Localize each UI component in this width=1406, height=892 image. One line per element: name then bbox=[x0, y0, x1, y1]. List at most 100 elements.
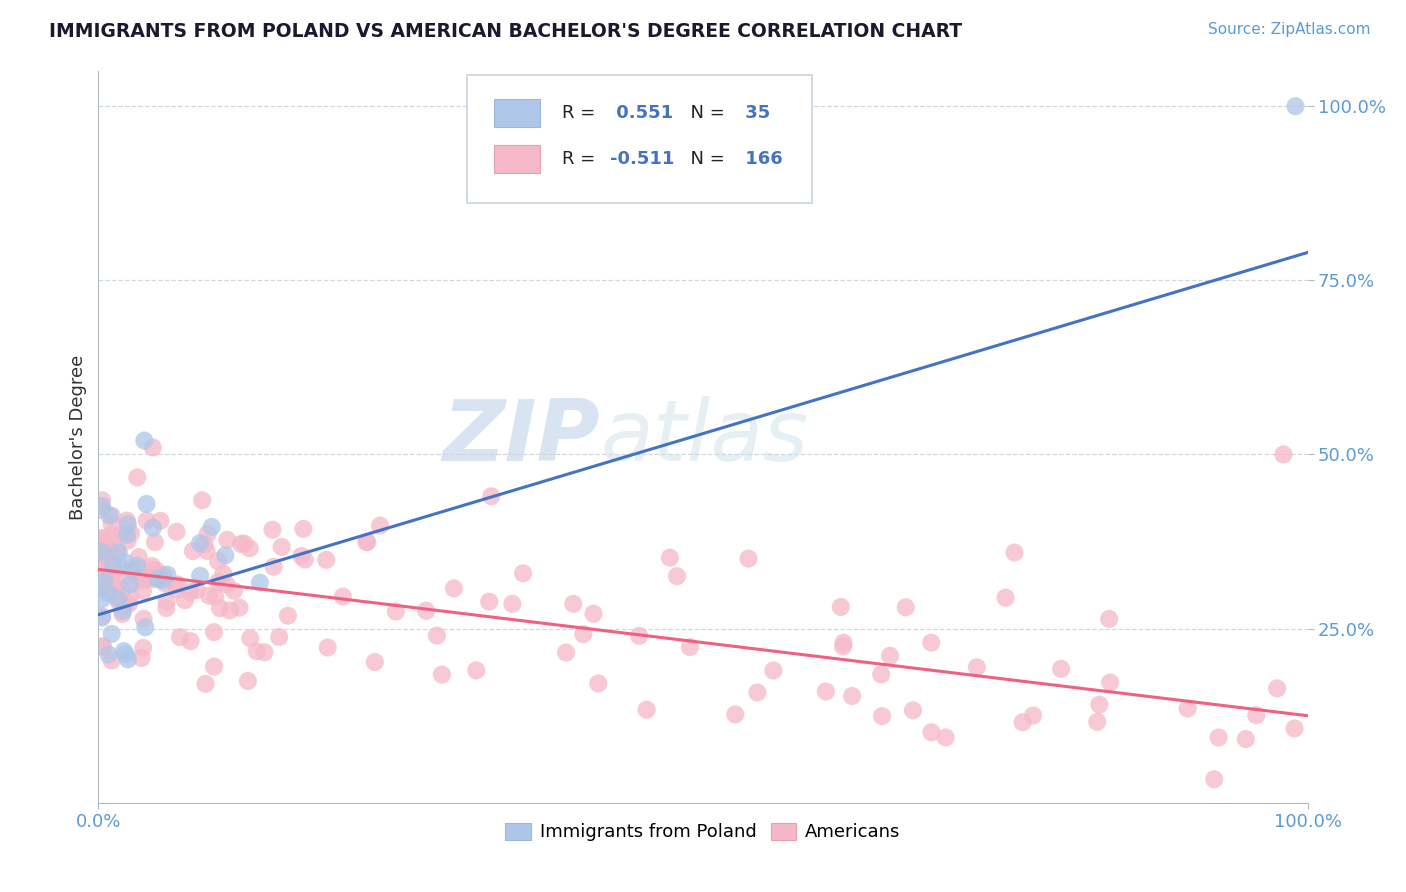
Point bbox=[1246, 708, 1268, 723]
Text: R =: R = bbox=[561, 150, 600, 168]
Point bbox=[239, 632, 262, 646]
Point bbox=[195, 544, 218, 558]
Point bbox=[98, 508, 121, 523]
Point bbox=[228, 600, 250, 615]
Point bbox=[91, 532, 114, 546]
Point bbox=[215, 577, 238, 591]
Point bbox=[724, 707, 747, 722]
Point bbox=[103, 588, 125, 602]
Point bbox=[249, 575, 271, 590]
Point bbox=[193, 537, 215, 551]
Point bbox=[132, 640, 155, 655]
Point bbox=[169, 630, 191, 644]
Point bbox=[100, 627, 122, 641]
Point bbox=[97, 566, 120, 580]
Point bbox=[97, 648, 120, 662]
Point bbox=[201, 520, 224, 534]
Point bbox=[155, 601, 177, 615]
Point bbox=[1004, 545, 1026, 559]
Point bbox=[1099, 675, 1122, 690]
Point bbox=[762, 664, 785, 678]
Point bbox=[208, 601, 231, 615]
Point bbox=[415, 604, 437, 618]
Point bbox=[149, 514, 172, 528]
Point bbox=[870, 667, 893, 681]
Point bbox=[332, 590, 354, 604]
Point bbox=[1234, 731, 1257, 746]
Point bbox=[91, 609, 114, 624]
Legend: Immigrants from Poland, Americans: Immigrants from Poland, Americans bbox=[498, 815, 908, 848]
Point bbox=[152, 567, 174, 582]
Text: Source: ZipAtlas.com: Source: ZipAtlas.com bbox=[1208, 22, 1371, 37]
Point bbox=[1272, 448, 1295, 462]
Point bbox=[111, 527, 134, 541]
Point bbox=[166, 577, 188, 591]
Point bbox=[111, 607, 134, 621]
Point bbox=[135, 497, 157, 511]
Point bbox=[143, 535, 166, 549]
Point bbox=[105, 543, 128, 558]
Point bbox=[214, 549, 236, 563]
Point bbox=[93, 538, 115, 552]
Point bbox=[572, 627, 595, 641]
Text: 0.551: 0.551 bbox=[610, 104, 673, 122]
Point bbox=[1284, 722, 1306, 736]
Point bbox=[555, 646, 578, 660]
Point bbox=[110, 572, 132, 586]
Point bbox=[91, 493, 114, 508]
Point bbox=[115, 647, 138, 661]
Point bbox=[270, 540, 292, 554]
Point bbox=[207, 554, 229, 568]
Point bbox=[737, 551, 759, 566]
Point bbox=[1088, 698, 1111, 712]
Point bbox=[294, 552, 316, 566]
Point bbox=[156, 594, 179, 608]
Point bbox=[100, 654, 122, 668]
Point bbox=[1011, 715, 1033, 730]
Point bbox=[115, 528, 138, 542]
Point bbox=[1208, 731, 1230, 745]
Point bbox=[135, 514, 157, 528]
Point bbox=[165, 582, 187, 597]
Point bbox=[1177, 701, 1199, 715]
Point bbox=[197, 526, 219, 541]
Point bbox=[91, 499, 114, 513]
Point bbox=[91, 640, 114, 654]
Point bbox=[901, 703, 924, 717]
Point bbox=[145, 564, 167, 578]
Point bbox=[114, 555, 136, 569]
Point bbox=[356, 535, 378, 549]
Point bbox=[212, 566, 235, 581]
Point bbox=[368, 518, 391, 533]
Point bbox=[91, 558, 114, 573]
Point bbox=[994, 591, 1017, 605]
Point bbox=[562, 597, 585, 611]
Point bbox=[1050, 662, 1073, 676]
Text: IMMIGRANTS FROM POLAND VS AMERICAN BACHELOR'S DEGREE CORRELATION CHART: IMMIGRANTS FROM POLAND VS AMERICAN BACHE… bbox=[49, 22, 962, 41]
Point bbox=[841, 689, 863, 703]
Point bbox=[91, 581, 114, 595]
Point bbox=[179, 585, 201, 599]
Point bbox=[198, 589, 221, 603]
Point bbox=[111, 604, 134, 618]
Point bbox=[91, 640, 114, 654]
Point bbox=[120, 589, 142, 603]
Point bbox=[443, 582, 465, 596]
Point bbox=[111, 561, 134, 575]
Point bbox=[747, 685, 769, 699]
Point bbox=[142, 572, 165, 586]
Point bbox=[91, 546, 114, 560]
Point bbox=[217, 533, 239, 547]
Point bbox=[146, 572, 169, 586]
Point bbox=[91, 569, 114, 583]
Point bbox=[118, 597, 141, 611]
FancyBboxPatch shape bbox=[467, 75, 811, 203]
Point bbox=[920, 635, 942, 649]
Point bbox=[132, 583, 155, 598]
Point bbox=[263, 559, 285, 574]
Point bbox=[153, 576, 176, 591]
Point bbox=[1284, 99, 1306, 113]
Point bbox=[364, 655, 387, 669]
Point bbox=[204, 590, 226, 604]
Point bbox=[97, 556, 120, 570]
